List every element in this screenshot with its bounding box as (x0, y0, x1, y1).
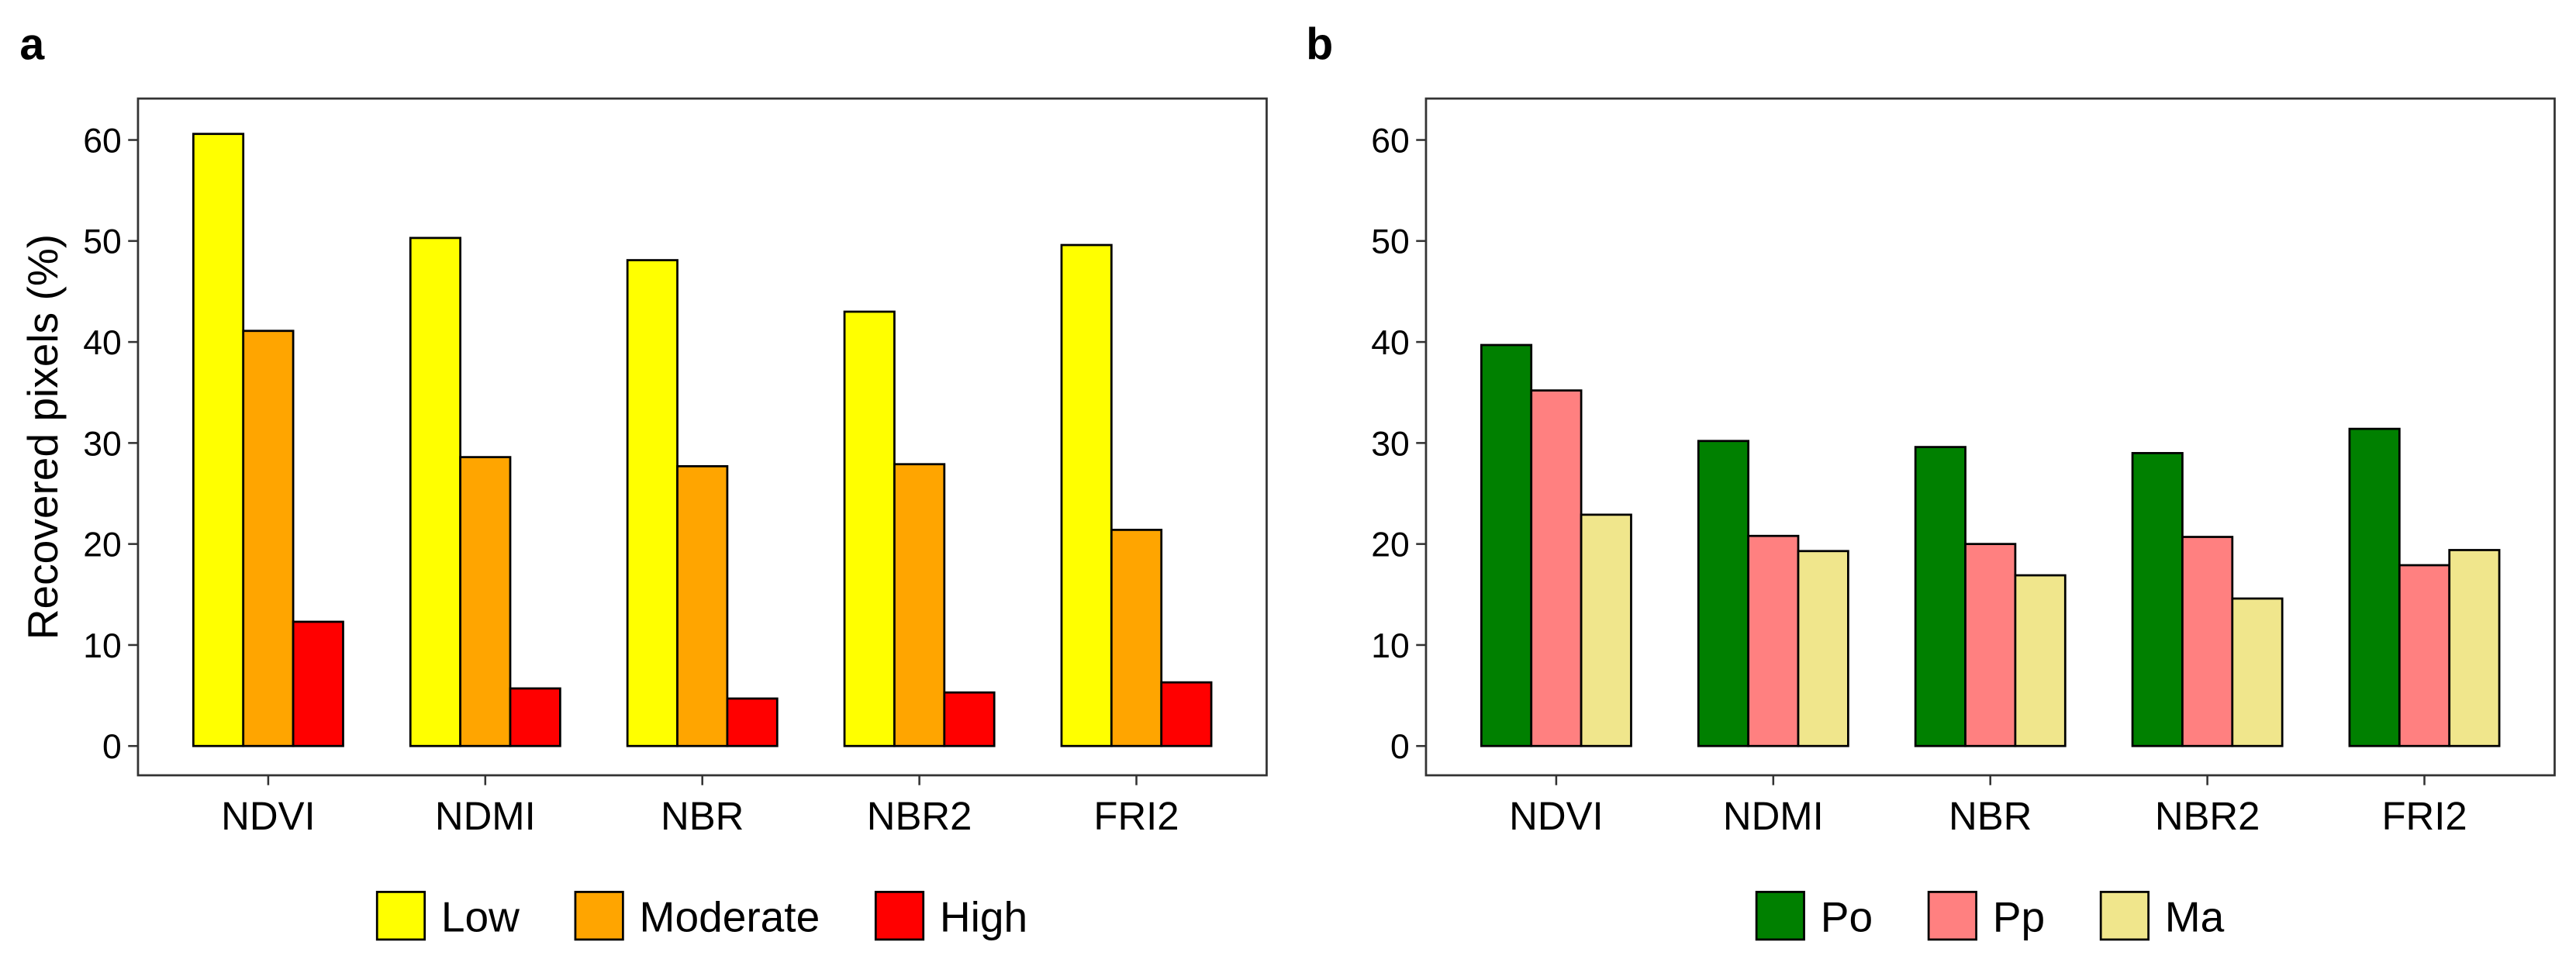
panel-label: a (19, 19, 45, 69)
y-tick-label: 10 (83, 627, 121, 665)
legend-label: High (940, 892, 1027, 940)
bar (2014, 574, 2067, 747)
y-tick-label: 50 (1371, 223, 1409, 261)
x-tick-label: NBR (1949, 794, 2032, 838)
bar (1964, 543, 2017, 747)
legend-label: Pp (1993, 892, 2045, 940)
y-tick-label: 10 (1371, 627, 1409, 665)
bar (2231, 597, 2284, 747)
x-tick-label: NBR (661, 794, 744, 838)
bar (2348, 427, 2401, 747)
y-tick-label: 40 (1371, 324, 1409, 362)
x-tick-label: NBR2 (2155, 794, 2260, 838)
legend-key (1927, 891, 1977, 941)
bar (509, 687, 561, 747)
x-tick-label: NDMI (1723, 794, 1824, 838)
bar (1747, 534, 1800, 747)
bar (242, 330, 295, 747)
bar (626, 259, 679, 747)
legend-label: Ma (2165, 892, 2225, 940)
bar (459, 456, 512, 747)
bar (2448, 549, 2501, 747)
x-tick-label: NDVI (221, 794, 315, 838)
x-tick-label: NBR2 (867, 794, 972, 838)
bar (292, 620, 344, 747)
x-tick-label: NDMI (435, 794, 536, 838)
y-tick-label: 0 (1390, 728, 1410, 766)
y-tick-label: 60 (83, 122, 121, 160)
legend-key (1755, 891, 1805, 941)
bar (1580, 513, 1632, 747)
legend-key (574, 891, 624, 941)
y-tick-label: 20 (83, 526, 121, 564)
y-tick-label: 0 (102, 728, 122, 766)
bar (1530, 389, 1583, 747)
legend-key (375, 891, 426, 941)
bar (843, 310, 896, 747)
y-tick-label: 60 (1371, 122, 1409, 160)
bar (1060, 243, 1113, 747)
legend-key (2099, 891, 2150, 941)
y-tick-label: 30 (83, 425, 121, 463)
bar (2398, 564, 2451, 747)
bar (409, 236, 461, 747)
y-tick-label: 50 (83, 223, 121, 261)
bar (2181, 536, 2234, 747)
x-tick-label: NDVI (1509, 794, 1603, 838)
bar (1914, 446, 1967, 747)
bar (2131, 452, 2184, 747)
plot-frame (1424, 97, 2556, 777)
panel-label: b (1306, 19, 1333, 69)
bar (1160, 681, 1213, 747)
y-tick-label: 20 (1371, 526, 1409, 564)
bar (1480, 343, 1533, 747)
legend-label: Po (1821, 892, 1873, 940)
bar (1110, 529, 1163, 747)
x-tick-label: FRI2 (1093, 794, 1179, 838)
y-tick-label: 40 (83, 324, 121, 362)
plot-frame (136, 97, 1268, 777)
bar (1797, 550, 1849, 747)
y-tick-label: 30 (1371, 425, 1409, 463)
legend-label: Low (441, 892, 520, 940)
x-tick-label: FRI2 (2381, 794, 2467, 838)
bar (676, 464, 729, 747)
bar (943, 691, 996, 747)
legend-key (874, 891, 925, 941)
legend-label: Moderate (640, 892, 820, 940)
bar (192, 133, 245, 747)
bar (893, 463, 946, 747)
bar (1697, 440, 1749, 747)
y-axis-title: Recovered pixels (%) (19, 234, 67, 640)
bar (726, 697, 779, 747)
